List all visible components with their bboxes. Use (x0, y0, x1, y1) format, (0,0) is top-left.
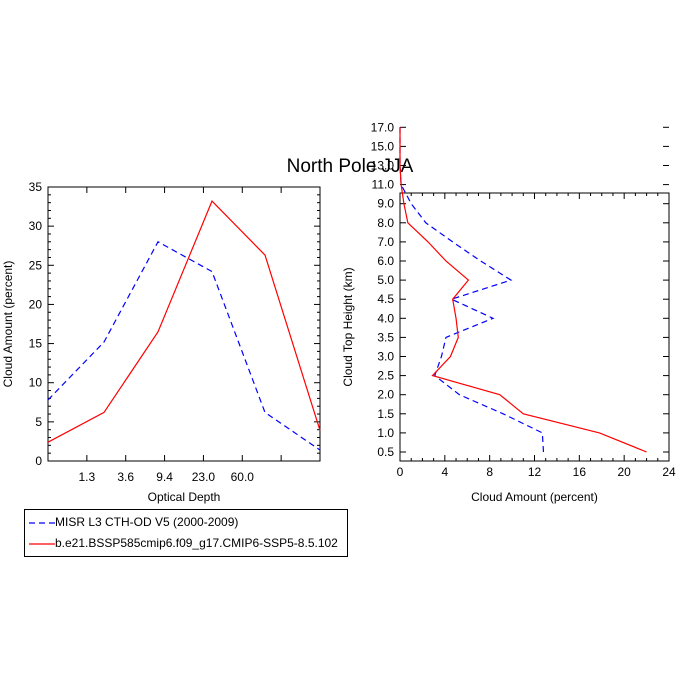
y-tick-label: 6.0 (377, 254, 394, 268)
y-axis-label: Cloud Amount (percent) (1, 261, 15, 388)
legend-swatch-model (29, 538, 55, 550)
chart-title: North Pole JJA (287, 156, 414, 177)
y-tick-label: 15.0 (371, 139, 395, 153)
y-tick-label: 25 (29, 258, 43, 272)
y-tick-label: 7.0 (377, 235, 394, 249)
legend-swatch-misr (29, 517, 55, 529)
right-panel: 0 4 8 12 16 20 24 0.5 1.0 1.5 2.0 2.5 3.0 3.5 4.0 4.5 5.… (341, 120, 676, 504)
x-tick-label: 23.0 (192, 470, 216, 484)
y-axis-label: Cloud Top Height (km) (341, 267, 355, 386)
y-tick-label: 4.0 (377, 311, 394, 325)
y-tick-label: 13.0 (371, 159, 395, 173)
x-tick-label: 3.6 (117, 470, 134, 484)
y-tick-label: 20 (29, 297, 43, 311)
y-tick-label: 5 (35, 415, 42, 429)
y-tick-label: 2.0 (377, 388, 394, 402)
y-tick-label: 4.5 (377, 292, 394, 306)
y-tick-label: 35 (29, 180, 43, 194)
legend-label-model: b.e21.BSSP585cmip6.f09_g17.CMIP6-SSP5-8.… (55, 536, 338, 550)
y-tick-label: 3.5 (377, 330, 394, 344)
y-tick-label: 30 (29, 219, 43, 233)
y-tick-label: 2.5 (377, 369, 394, 383)
x-axis-label: Cloud Amount (percent) (471, 490, 598, 504)
x-tick-label: 20 (617, 465, 631, 479)
legend: MISR L3 CTH-OD V5 (2000-2009) b.e21.BSSP… (24, 509, 348, 557)
y-tick-label: 0.5 (377, 445, 394, 459)
x-tick-label: 9.4 (156, 470, 173, 484)
x-tick-label: 16 (573, 465, 587, 479)
y-tick-label: 1.0 (377, 426, 394, 440)
series-line-misr (400, 127, 543, 452)
x-tick-label: 4 (441, 465, 448, 479)
series-line-misr (48, 242, 320, 450)
y-tick-label: 8.0 (377, 216, 394, 230)
legend-label-misr: MISR L3 CTH-OD V5 (2000-2009) (55, 515, 238, 529)
x-tick-label: 0 (397, 465, 404, 479)
y-tick-label: 9.0 (377, 197, 394, 211)
x-tick-label: 12 (528, 465, 542, 479)
y-tick-label: 10 (29, 376, 43, 390)
legend-item-model: b.e21.BSSP585cmip6.f09_g17.CMIP6-SSP5-8.… (25, 534, 347, 554)
series-line-model (48, 201, 320, 442)
y-tick-label: 1.5 (377, 407, 394, 421)
x-axis-label: Optical Depth (148, 490, 221, 504)
x-tick-label: 24 (662, 465, 676, 479)
y-tick-label: 0 (35, 454, 42, 468)
left-panel: 0 5 10 15 20 25 30 35 1.3 3.6 9.4 23.0 60.0 Optical D… (1, 180, 320, 504)
x-tick-label: 60.0 (231, 470, 255, 484)
x-tick-label: 8 (486, 465, 493, 479)
series-line-model (400, 127, 647, 452)
y-tick-label: 15 (29, 337, 43, 351)
y-tick-label: 17.0 (371, 120, 395, 134)
x-tick-label: 1.3 (79, 470, 96, 484)
y-tick-label: 11.0 (372, 178, 395, 192)
y-tick-label: 5.0 (377, 273, 394, 287)
y-tick-label: 3.0 (377, 350, 394, 364)
legend-item-misr: MISR L3 CTH-OD V5 (2000-2009) (25, 513, 347, 533)
